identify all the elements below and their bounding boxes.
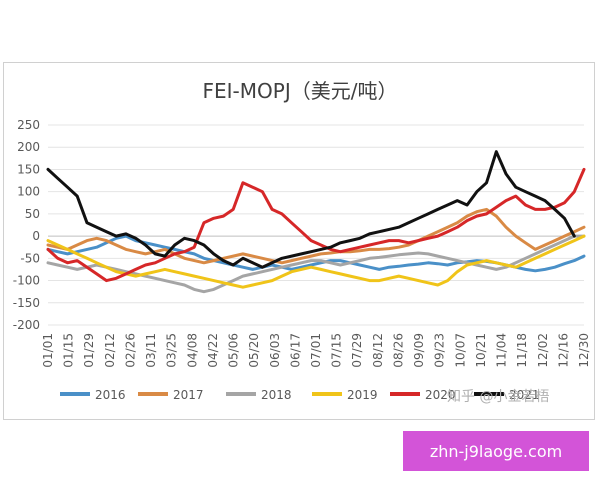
chart-title: FEI-MOPJ（美元/吨）	[202, 79, 398, 103]
series-line-2020	[46, 167, 586, 283]
x-tick-label: 06/17	[288, 333, 302, 368]
x-tick-label: 06/03	[268, 333, 282, 368]
legend-label: 2019	[347, 388, 378, 402]
y-tick-label: 50	[25, 207, 40, 221]
x-tick-label: 04/22	[206, 333, 220, 368]
legend-label: 2018	[261, 388, 292, 402]
y-tick-label: -100	[13, 274, 40, 288]
x-tick-label: 10/07	[453, 333, 467, 368]
x-tick-label: 07/15	[330, 333, 344, 368]
legend: 2016 2017 2018 2019 2020 2021	[60, 388, 540, 402]
x-tick-label: 01/01	[41, 333, 55, 368]
x-tick-label: 07/29	[350, 333, 364, 368]
y-tick-label: -150	[13, 296, 40, 310]
y-tick-label: -200	[13, 318, 40, 332]
legend-label: 2016	[95, 388, 126, 402]
x-axis: 01/01 01/15 01/29 02/12 02/26 03/11 03/25 04/08…	[41, 333, 591, 368]
site-banner[interactable]: zhn-j9laoge.com	[403, 431, 589, 471]
x-tick-label: 08/12	[371, 333, 385, 368]
y-tick-label: 0	[32, 229, 40, 243]
x-tick-label: 10/21	[474, 333, 488, 368]
legend-label: 2017	[173, 388, 204, 402]
x-tick-label: 02/12	[103, 333, 117, 368]
y-tick-label: 200	[17, 140, 40, 154]
legend-item: 2017	[138, 388, 204, 402]
series-lines	[46, 150, 586, 294]
legend-item: 2019	[312, 388, 378, 402]
x-tick-label: 05/20	[247, 333, 261, 368]
x-tick-label: 01/29	[82, 333, 96, 368]
x-tick-label: 02/26	[123, 333, 137, 368]
x-tick-label: 01/15	[62, 333, 76, 368]
x-tick-label: 12/02	[536, 333, 550, 368]
legend-label: 2021	[509, 388, 540, 402]
y-tick-label: -50	[20, 251, 40, 265]
x-tick-label: 04/08	[185, 333, 199, 368]
x-tick-label: 03/25	[165, 333, 179, 368]
site-banner-text[interactable]: zhn-j9laoge.com	[429, 441, 563, 461]
x-tick-label: 03/11	[144, 333, 158, 368]
y-tick-label: 250	[17, 118, 40, 132]
x-tick-label: 09/23	[433, 333, 447, 368]
series-line-2021	[46, 150, 576, 269]
series-line-2017	[46, 207, 586, 265]
legend-label: 2020	[425, 388, 456, 402]
legend-item: 2018	[226, 388, 292, 402]
x-tick-label: 08/26	[391, 333, 405, 368]
y-axis: -200 -150 -100 -50 0 50 100 150 200 250	[13, 118, 40, 332]
x-tick-label: 05/06	[227, 333, 241, 368]
x-tick-label: 11/18	[515, 333, 529, 368]
x-tick-label: 11/04	[495, 333, 509, 368]
y-tick-label: 150	[17, 162, 40, 176]
x-tick-label: 12/16	[556, 333, 570, 368]
y-tick-label: 100	[17, 185, 40, 199]
legend-item: 2021	[474, 388, 540, 402]
x-tick-label: 12/30	[577, 333, 591, 368]
x-tick-label: 09/09	[412, 333, 426, 368]
legend-item: 2020	[390, 388, 456, 402]
legend-item: 2016	[60, 388, 126, 402]
x-tick-label: 07/01	[309, 333, 323, 368]
series-line-2019	[46, 234, 586, 289]
